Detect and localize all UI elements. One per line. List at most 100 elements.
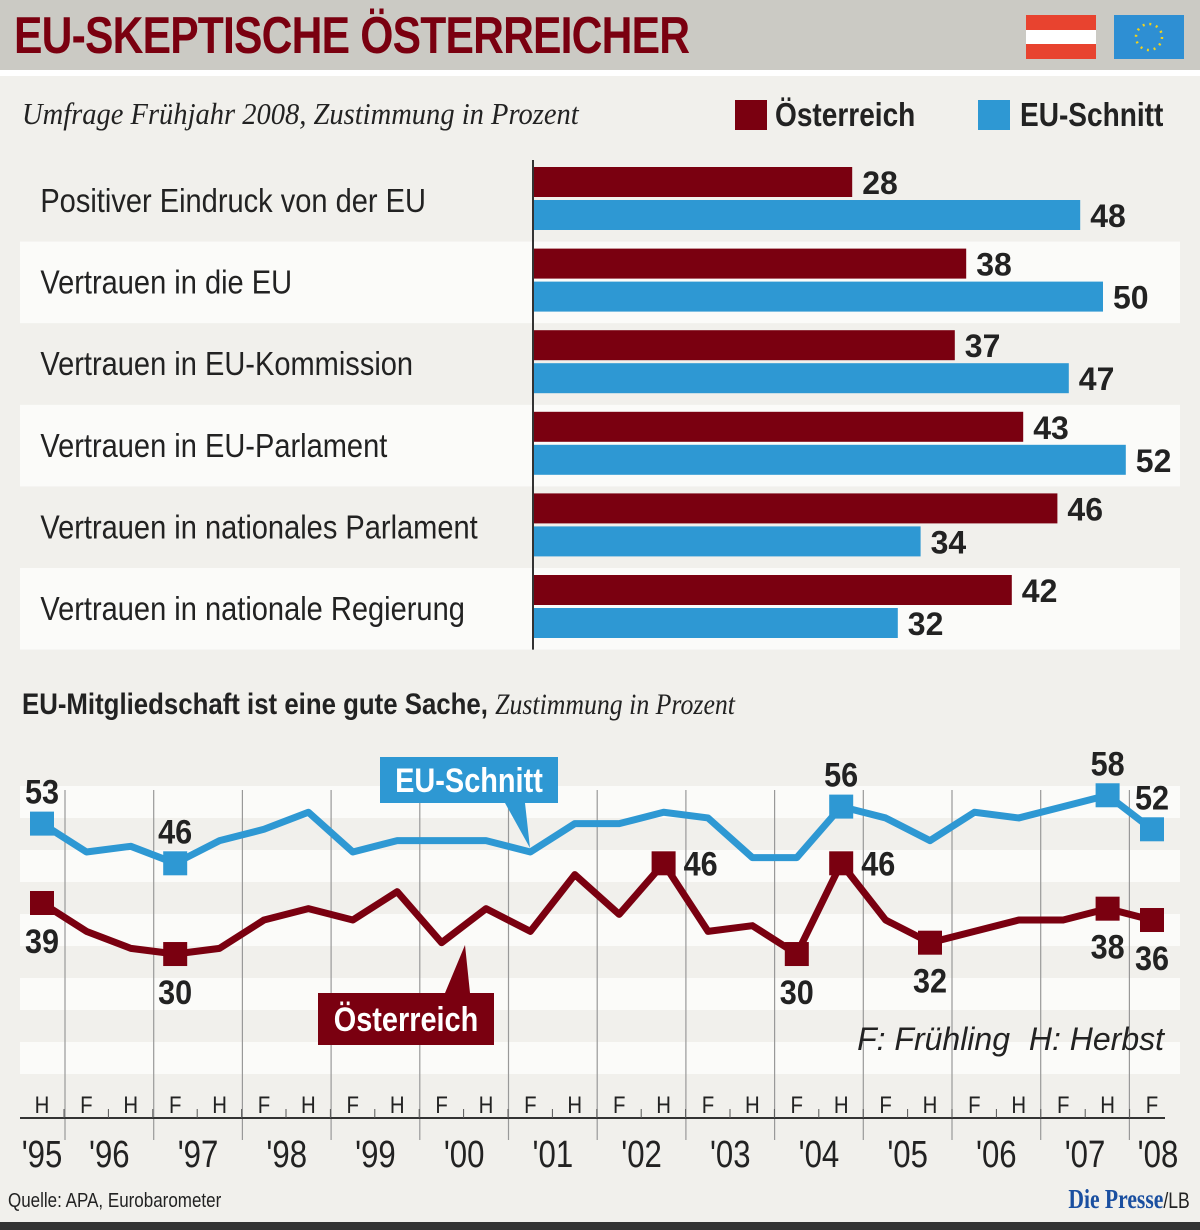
data-label: 58 (1091, 745, 1125, 783)
category-label: Vertrauen in die EU (40, 264, 292, 301)
year-label: '08 (1138, 1134, 1179, 1176)
publisher-logo: Die Presse/LB (1069, 1184, 1190, 1215)
data-marker (30, 891, 54, 915)
season-tick-label: F (347, 1091, 359, 1118)
data-marker (30, 811, 54, 836)
season-tick-label: F (435, 1091, 447, 1118)
bar-eu (533, 363, 1069, 394)
season-tick-label: F (879, 1091, 891, 1118)
year-label: '02 (621, 1134, 662, 1176)
year-label: '99 (355, 1134, 396, 1176)
logo-text: Die Presse (1068, 1184, 1164, 1214)
data-marker (829, 794, 854, 819)
bottom-rule (0, 1222, 1200, 1230)
season-legend-fruehling: F: Frühling (857, 1021, 1010, 1057)
season-tick-label: H (212, 1091, 227, 1118)
data-marker (1140, 817, 1164, 842)
line-chart-title-bold: EU-Mitgliedschaft ist eine gute Sache, (22, 688, 488, 721)
season-tick-label: F (169, 1091, 181, 1118)
season-tick-label: H (479, 1091, 494, 1118)
callout-eu (380, 757, 558, 848)
bar-austria (533, 248, 967, 279)
season-tick-label: H (1100, 1091, 1115, 1118)
data-label: 46 (158, 813, 192, 851)
bar-value-label: 48 (1090, 198, 1126, 234)
eu-flag-icon (1114, 15, 1184, 59)
data-label: 32 (913, 962, 947, 1000)
callout-eu-label: EU-Schnitt (395, 761, 543, 800)
data-marker (1140, 908, 1164, 933)
season-tick-label: H (834, 1091, 849, 1118)
line-chart-title: EU-Mitgliedschaft ist eine gute Sache, Z… (22, 688, 735, 722)
season-tick-label: H (1011, 1091, 1026, 1118)
data-label: 46 (861, 845, 895, 883)
credit: /LB (1163, 1188, 1190, 1213)
legend-label-eu: EU-Schnitt (1020, 96, 1164, 133)
season-tick-label: H (390, 1091, 405, 1118)
year-label: '05 (887, 1134, 928, 1176)
season-tick-label: F (702, 1091, 714, 1118)
year-label: '06 (976, 1134, 1017, 1176)
year-label: '07 (1065, 1134, 1106, 1176)
bar-value-label: 52 (1136, 443, 1172, 479)
legend-swatch-eu (978, 100, 1010, 130)
data-label: 38 (1091, 928, 1125, 966)
legend-swatch-austria (735, 100, 767, 130)
header-bar: EU-SKEPTISCHE ÖSTERREICHER (0, 0, 1200, 76)
legend-label-austria: Österreich (775, 96, 916, 133)
data-label: 56 (824, 756, 858, 794)
bar-value-label: 34 (931, 524, 967, 560)
bar-value-label: 42 (1022, 573, 1058, 609)
grid-band (20, 1042, 1180, 1074)
series-line-austria (40, 859, 1153, 958)
data-marker (829, 851, 854, 876)
category-label: Vertrauen in nationale Regierung (40, 590, 465, 627)
data-label: 53 (25, 773, 59, 811)
season-tick-label: H (35, 1091, 50, 1118)
season-tick-label: H (301, 1091, 316, 1118)
season-tick-label: F (1146, 1091, 1158, 1118)
callout-austria (318, 945, 494, 1045)
season-legend-herbst: H: Herbst (1029, 1021, 1165, 1057)
season-tick-label: H (567, 1091, 582, 1118)
season-tick-label: H (745, 1091, 760, 1118)
year-label: '96 (89, 1134, 130, 1176)
page-title: EU-SKEPTISCHE ÖSTERREICHER (14, 7, 690, 65)
data-marker (784, 942, 809, 967)
bar-eu (533, 281, 1103, 312)
bar-value-label: 46 (1067, 491, 1103, 527)
bar-austria (533, 411, 1024, 442)
bar-austria (533, 330, 955, 361)
bar-eu (533, 608, 898, 638)
bar-value-label: 38 (976, 247, 1012, 283)
bar-value-label: 37 (965, 328, 1001, 364)
bar-eu (533, 526, 921, 557)
category-label: Vertrauen in EU-Kommission (40, 345, 413, 382)
data-label: 39 (25, 923, 59, 961)
bar-eu (533, 200, 1081, 230)
season-tick-label: H (656, 1091, 671, 1118)
bar-value-label: 43 (1033, 410, 1069, 446)
data-label: 36 (1135, 940, 1169, 978)
bar-austria (533, 493, 1058, 524)
grid-band (20, 914, 1180, 946)
callout-austria-label: Österreich (334, 1000, 479, 1039)
bar-value-label: 50 (1113, 280, 1149, 316)
year-label: '01 (533, 1134, 574, 1176)
data-marker (918, 930, 942, 955)
bar-austria (533, 575, 1012, 605)
year-label: '04 (799, 1134, 840, 1176)
data-marker (1095, 783, 1120, 808)
data-label: 30 (158, 974, 192, 1012)
bar-value-label: 47 (1079, 361, 1115, 397)
season-tick-label: F (791, 1091, 803, 1118)
season-tick-label: F (80, 1091, 92, 1118)
data-marker (651, 851, 676, 876)
season-tick-label: H (923, 1091, 938, 1118)
season-tick-label: F (1057, 1091, 1069, 1118)
series-line-eu (40, 791, 1155, 867)
bar-value-label: 32 (908, 606, 944, 642)
year-label: '03 (710, 1134, 751, 1176)
